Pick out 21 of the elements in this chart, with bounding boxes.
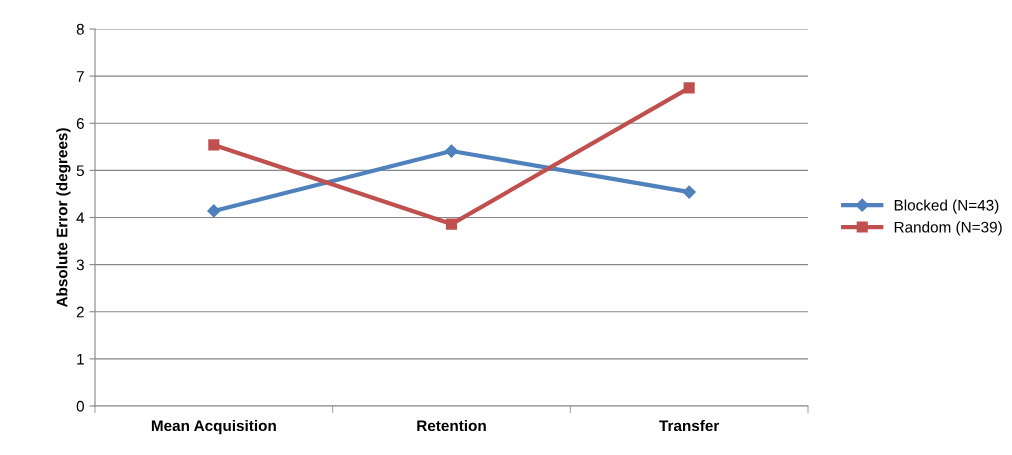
- point: [683, 82, 695, 94]
- y-tick-label: 1: [77, 353, 84, 365]
- y-axis-title: Absolute Error (degrees): [56, 128, 71, 308]
- point: [445, 218, 458, 230]
- y-tick-label: 8: [76, 23, 84, 35]
- y-tick-label: 6: [76, 118, 84, 129]
- y-tick-label: 7: [76, 71, 84, 82]
- y-tick-label: 2: [76, 306, 84, 318]
- legend-label: Random (N=39): [894, 221, 1002, 236]
- point: [682, 185, 696, 199]
- x-tick-label: Transfer: [659, 419, 720, 432]
- y-tick-label: 4: [76, 212, 85, 224]
- x-tick-label: Retention: [417, 419, 486, 432]
- x-tick-label: Mean Acquisition: [151, 419, 276, 435]
- legend-label: Blocked (N=43): [894, 199, 999, 214]
- point: [444, 144, 459, 158]
- point: [207, 204, 221, 218]
- y-tick-label: 0: [76, 400, 84, 412]
- point: [208, 139, 220, 151]
- y-tick-label: 3: [76, 259, 84, 271]
- y-tick-label: 5: [76, 165, 84, 177]
